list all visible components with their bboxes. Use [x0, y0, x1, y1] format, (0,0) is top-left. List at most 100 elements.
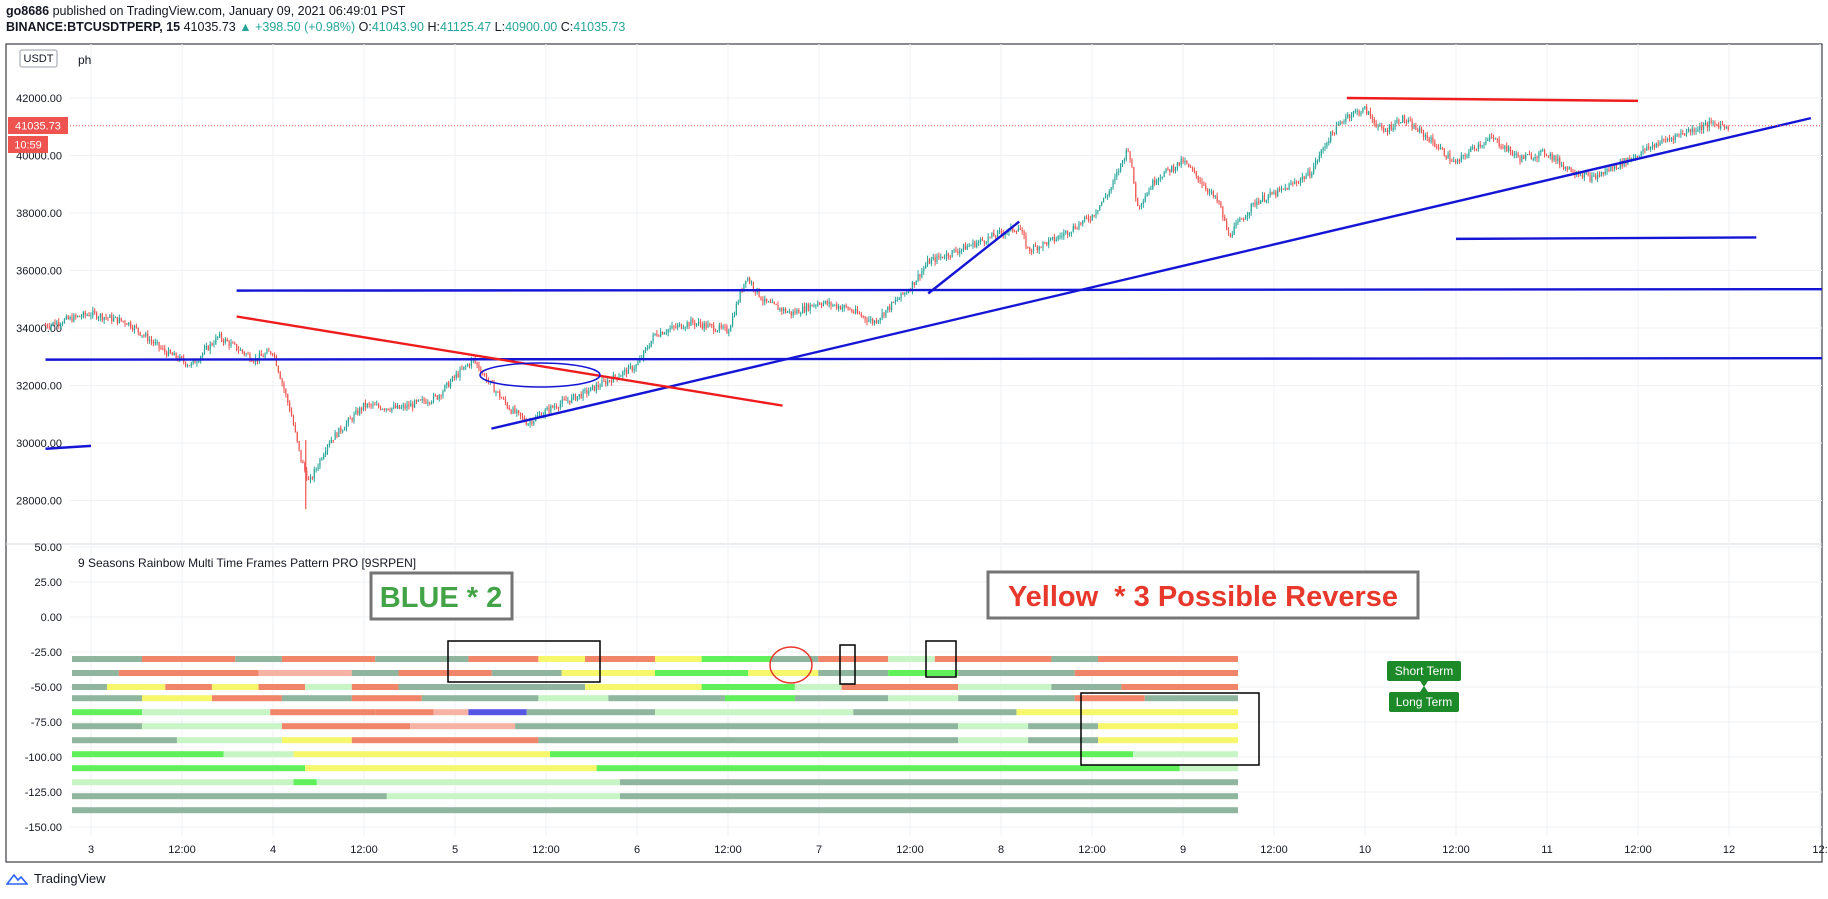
candle-body [1216, 195, 1218, 202]
blue-trendline[interactable] [1455, 236, 1757, 241]
candle-body [1260, 200, 1262, 204]
candle-body [438, 395, 440, 400]
candle-body [1311, 173, 1313, 177]
candle-body [400, 407, 402, 409]
brand-name[interactable]: TradingView [34, 871, 106, 886]
long-term-badge[interactable] [1389, 692, 1459, 712]
candle-body [383, 409, 385, 411]
candle-body [1640, 152, 1642, 156]
candle-body [1400, 122, 1402, 124]
candle-body [998, 230, 1001, 232]
candle-body [296, 431, 298, 442]
candle-body [224, 339, 226, 343]
candle-body [983, 240, 985, 243]
candle-body [783, 308, 785, 312]
time-tick-label: 12:00 [1624, 844, 1652, 856]
candle-body [705, 322, 707, 328]
candle-body [957, 251, 959, 254]
candle-body [1072, 226, 1074, 232]
candle-body [830, 301, 832, 306]
red-circle-marker[interactable] [769, 646, 813, 684]
candle-body [455, 373, 457, 378]
candle-body [1685, 131, 1688, 135]
candle-body [107, 317, 109, 319]
candle-body [1231, 234, 1233, 237]
candle-body [446, 382, 448, 386]
blue-note-box[interactable] [369, 571, 514, 621]
candle-body [1578, 173, 1580, 176]
red-trendline[interactable] [1346, 96, 1639, 103]
oscillator-axis[interactable]: 50.00 25.00 0.00 -25.00 -50.00 -75.00 -100.00 -… [25, 542, 62, 834]
heatmap-segment [72, 684, 107, 690]
candle-body [410, 403, 412, 407]
heatmap-segment [72, 709, 142, 716]
candle-body [362, 402, 365, 410]
time-tick-label: 12:00 [1078, 844, 1106, 856]
candle-body [1212, 191, 1214, 197]
heatmap-segment [433, 709, 469, 716]
blue-trendline[interactable] [45, 444, 92, 450]
trendlines[interactable] [45, 96, 1823, 450]
heatmap-segment [771, 656, 819, 662]
candle-body [1053, 237, 1055, 242]
candle-body [718, 325, 720, 331]
highlight-boxes[interactable] [447, 640, 1260, 766]
heatmap-segment [1074, 670, 1238, 676]
candle-body [650, 340, 652, 347]
candle-body [207, 345, 209, 351]
candle-body [546, 407, 548, 411]
yellow-note-box[interactable] [986, 570, 1420, 620]
blue-trendline[interactable] [236, 287, 1823, 292]
candle-body [1352, 111, 1355, 116]
candle-body [1614, 165, 1616, 169]
highlight-box[interactable] [839, 644, 856, 685]
red-trendline[interactable] [236, 315, 783, 407]
heatmap-segment [853, 709, 1017, 716]
candle-body [1693, 128, 1695, 132]
time-tick-label: 11 [1541, 844, 1552, 856]
breakout-ellipse[interactable] [479, 362, 601, 388]
price-axis[interactable]: 42000.00 40000.00 38000.00 36000.00 34000.00… [16, 93, 62, 508]
candle-body [48, 326, 50, 328]
candle-body [1543, 149, 1546, 156]
time-tick-label: 3 [88, 844, 94, 856]
blue-trendline[interactable] [927, 220, 1020, 295]
highlight-box[interactable] [447, 640, 601, 683]
candle-body [699, 321, 702, 325]
time-axis[interactable]: 3 12:00 4 12:00 5 12:00 6 12:00 7 12:00 8 12:00 9 12:… [88, 844, 1828, 856]
candle-body [92, 310, 94, 316]
candle-body [332, 439, 334, 441]
blue-trendline[interactable] [491, 116, 1812, 430]
candle-body [1269, 192, 1271, 196]
candle-body [370, 404, 372, 406]
blue-trendline[interactable] [45, 356, 1823, 361]
candle-body [298, 441, 300, 450]
candle-body [1369, 111, 1372, 117]
candle-body [798, 309, 800, 314]
candle-body [431, 401, 433, 403]
candle-body [661, 331, 664, 335]
candle-body [501, 397, 503, 399]
highlight-box[interactable] [925, 640, 957, 678]
candle-body [1725, 126, 1727, 128]
candle-body [1417, 129, 1419, 132]
candle-body [1583, 173, 1585, 178]
heatmap-segment [72, 779, 294, 786]
candle-body [1261, 195, 1264, 201]
candle-body [1349, 114, 1351, 118]
candle-body [1396, 119, 1398, 123]
candle-body [1534, 156, 1536, 159]
candle-body [1530, 154, 1532, 160]
symbol-label[interactable]: BINANCE:BTCUSDTPERP, 15 [6, 20, 181, 34]
currency-chip[interactable] [19, 49, 58, 68]
highlight-box[interactable] [1080, 692, 1260, 766]
short-term-badge[interactable] [1387, 661, 1461, 681]
candle-body [690, 319, 692, 326]
indicator-title[interactable]: 9 Seasons Rainbow Multi Time Frames Patt… [78, 556, 416, 570]
candle-body [317, 466, 319, 469]
candle-body [345, 423, 348, 429]
author-name[interactable]: go8686 [6, 4, 50, 18]
candle-body [819, 303, 821, 305]
heatmap-segment [305, 765, 597, 772]
